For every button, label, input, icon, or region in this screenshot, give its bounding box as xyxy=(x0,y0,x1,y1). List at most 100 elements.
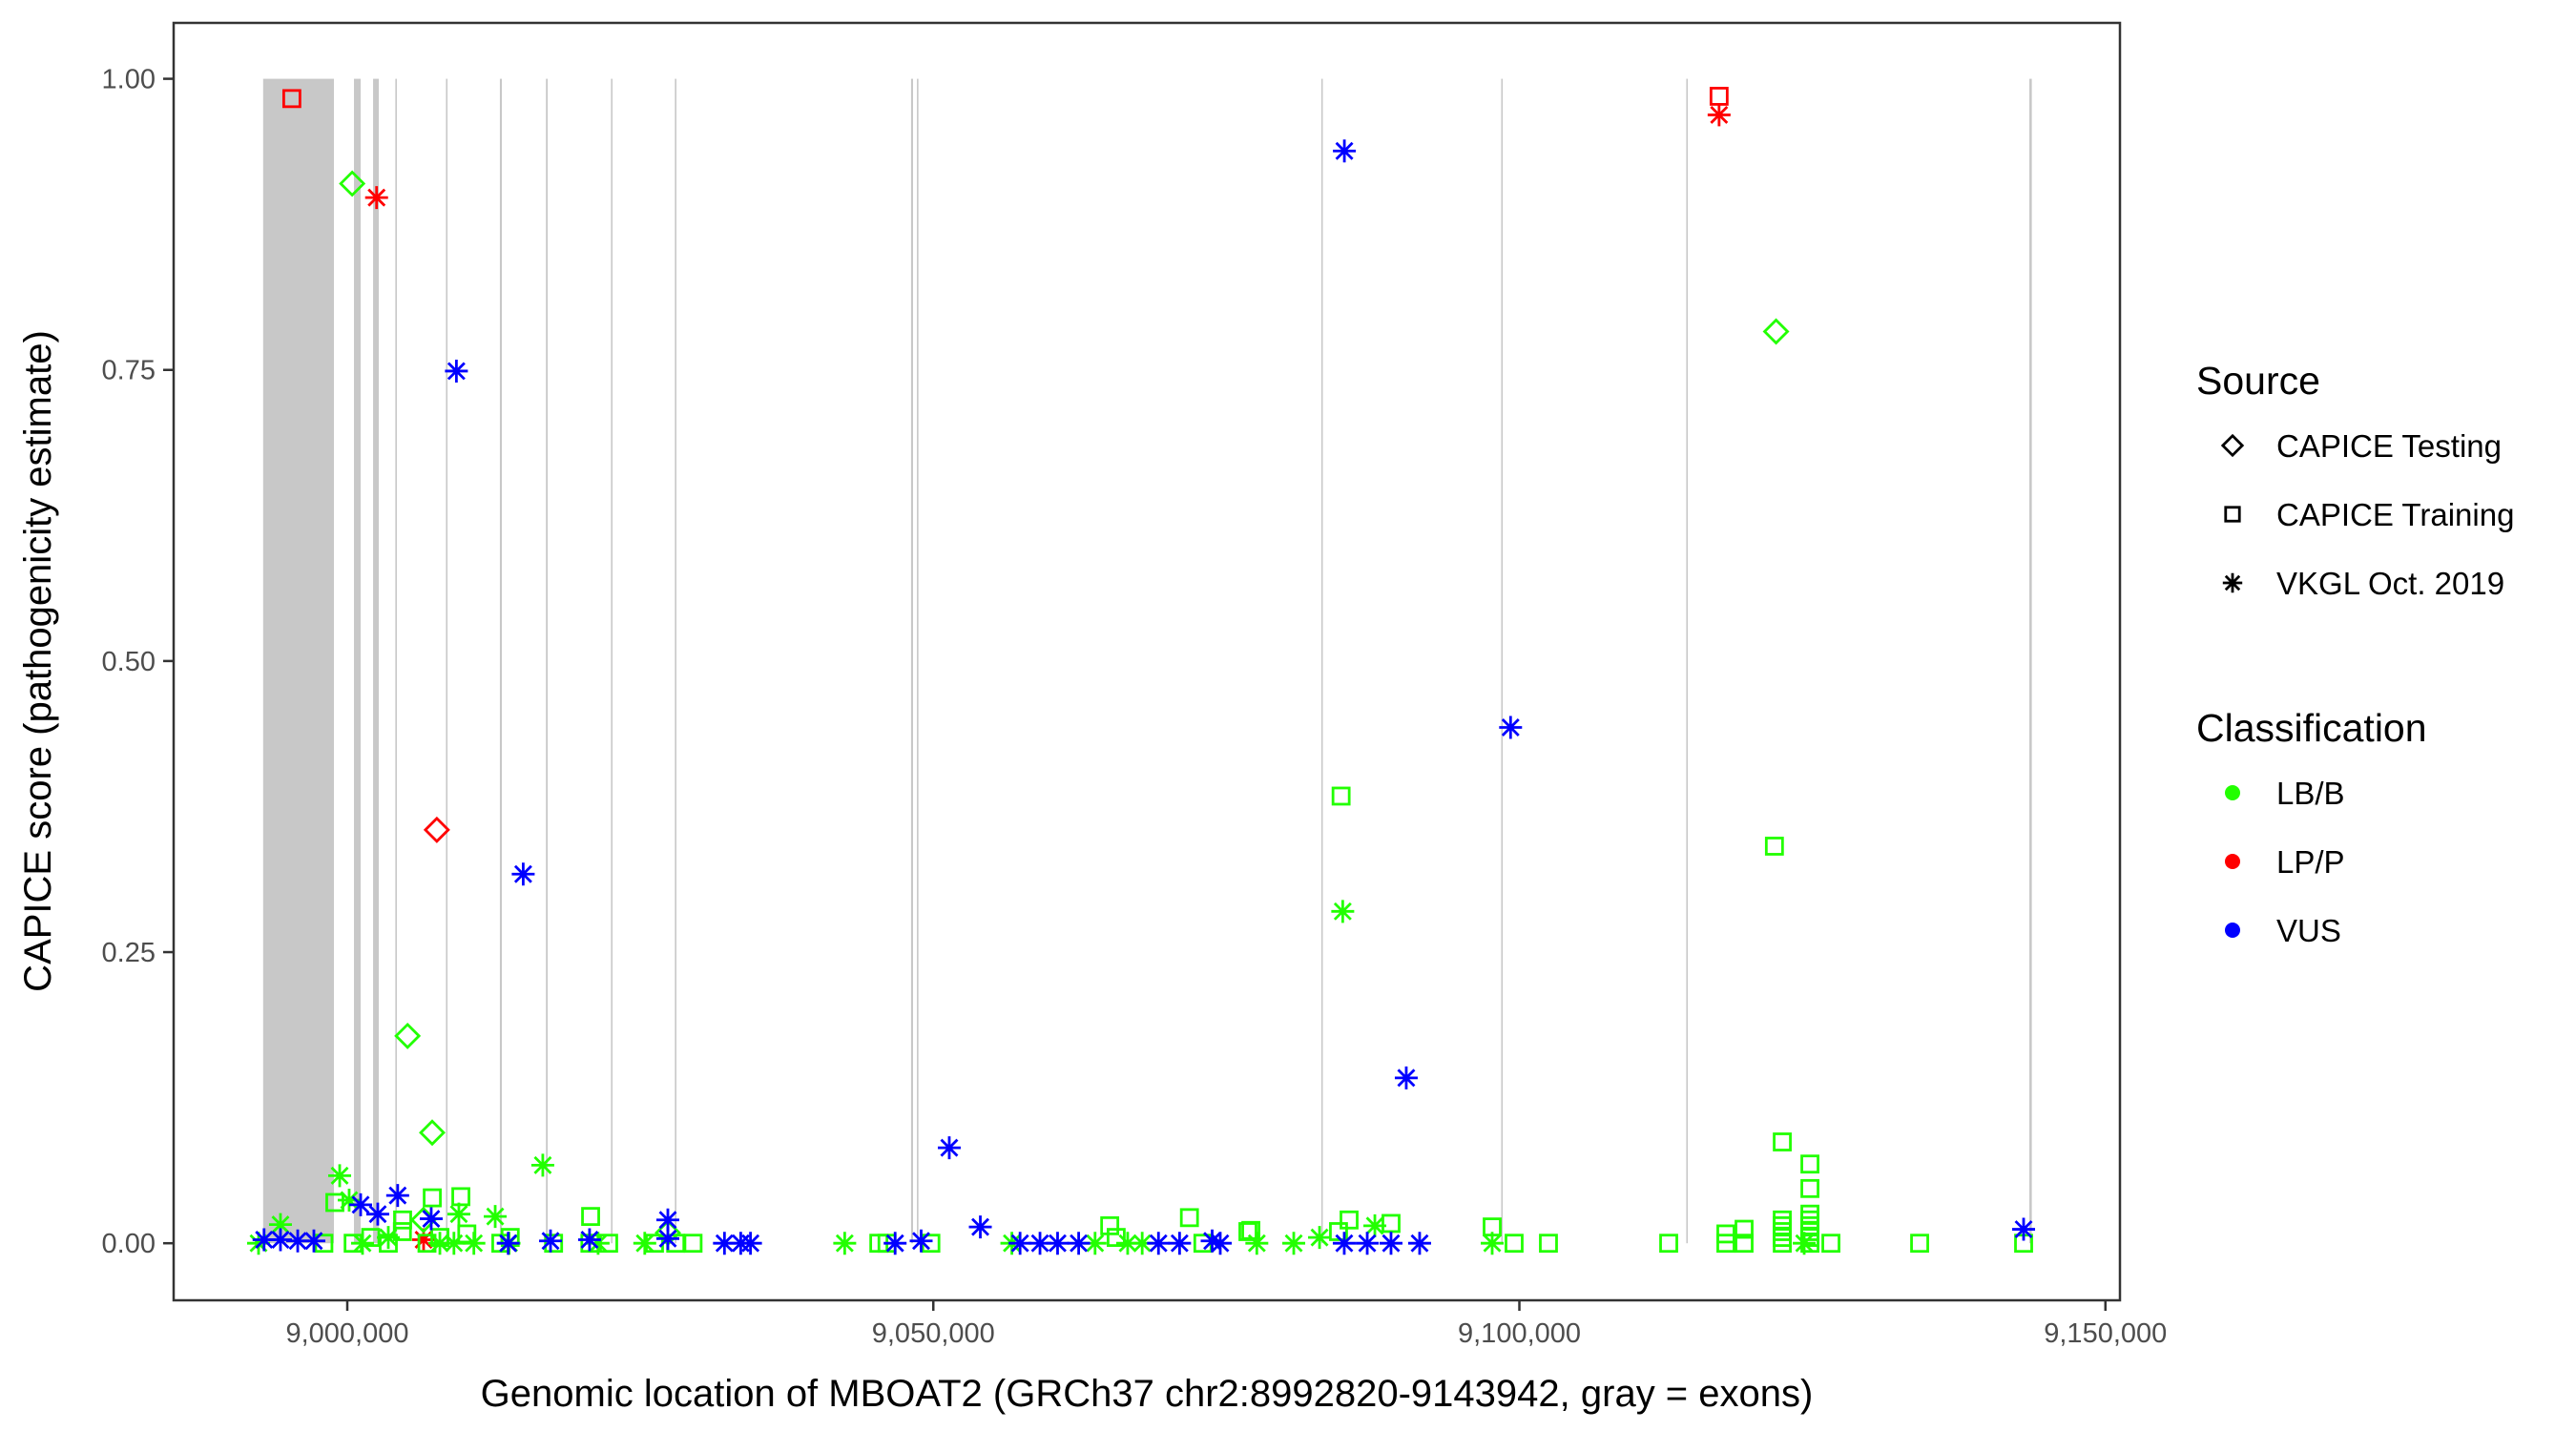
data-point xyxy=(393,1210,412,1230)
data-point xyxy=(411,1228,435,1252)
data-point xyxy=(656,1208,680,1232)
data-point xyxy=(530,1153,554,1177)
data-point xyxy=(1333,139,1357,163)
data-point xyxy=(1735,1219,1754,1239)
data-point xyxy=(544,1234,564,1254)
y-tick-label: 0.50 xyxy=(102,647,156,677)
legend-key-asterisk xyxy=(2222,572,2243,593)
data-point xyxy=(349,1192,373,1216)
data-point xyxy=(1394,1066,1418,1089)
data-point xyxy=(1800,1178,1819,1198)
data-point xyxy=(833,1232,857,1255)
data-point xyxy=(1659,1234,1678,1254)
legend-key-dot xyxy=(2225,923,2240,938)
data-point xyxy=(937,1136,961,1160)
data-point xyxy=(1773,1234,1792,1254)
x-axis: 9,000,000 9,050,000 9,100,000 9,150,000 xyxy=(285,1300,2167,1349)
data-point xyxy=(1331,900,1355,923)
data-point xyxy=(586,1232,610,1255)
data-point xyxy=(883,1232,907,1255)
data-point xyxy=(484,1205,508,1229)
data-point xyxy=(1407,1232,1431,1255)
data-point xyxy=(1008,1232,1032,1255)
data-point xyxy=(268,1213,292,1236)
exon-band xyxy=(1501,78,1504,1244)
data-point xyxy=(1707,103,1731,127)
data-point xyxy=(577,1228,601,1252)
x-axis-title: Genomic location of MBOAT2 (GRCh37 chr2:… xyxy=(481,1373,1814,1415)
data-point xyxy=(1363,1213,1387,1237)
exon-band xyxy=(1320,78,1323,1244)
data-point xyxy=(252,1228,276,1252)
x-tick-label: 9,050,000 xyxy=(872,1318,995,1349)
data-point xyxy=(1764,837,1784,856)
data-point xyxy=(445,359,468,383)
data-point xyxy=(1028,1232,1052,1255)
exon-band xyxy=(262,78,334,1244)
data-point xyxy=(1308,1226,1332,1250)
legend-label-classification: VUS xyxy=(2276,913,2341,948)
data-point xyxy=(1329,1222,1348,1241)
data-point xyxy=(656,1227,680,1251)
data-point xyxy=(1067,1232,1091,1255)
data-point xyxy=(633,1232,656,1255)
exon-band xyxy=(675,78,676,1244)
exon-bands xyxy=(262,78,2032,1244)
data-point xyxy=(364,186,388,210)
data-point xyxy=(447,1202,470,1226)
data-point xyxy=(1179,1208,1199,1228)
exon-band xyxy=(373,78,380,1244)
data-point xyxy=(539,1229,563,1253)
x-tick-label: 9,100,000 xyxy=(1458,1318,1581,1349)
legend-key-dot xyxy=(2225,785,2240,800)
data-point xyxy=(1481,1232,1505,1255)
data-point xyxy=(419,1207,443,1231)
data-point xyxy=(1107,1228,1126,1247)
data-point xyxy=(1821,1234,1840,1254)
legend-label-classification: LP/P xyxy=(2276,844,2345,880)
data-point xyxy=(1539,1234,1558,1254)
data-point xyxy=(1773,1132,1792,1151)
y-axis: 0.00 0.25 0.50 0.75 1.00 xyxy=(102,65,174,1259)
y-tick-label: 0.75 xyxy=(102,356,156,386)
exon-band xyxy=(446,78,448,1244)
data-point xyxy=(281,89,301,109)
data-point xyxy=(1083,1232,1107,1255)
legend-key-dot xyxy=(2225,854,2240,869)
data-point xyxy=(350,1232,374,1255)
data-point xyxy=(496,1232,520,1255)
data-point xyxy=(1505,1234,1524,1254)
data-point xyxy=(1046,1232,1070,1255)
y-tick-label: 1.00 xyxy=(102,65,156,95)
data-point xyxy=(1356,1232,1380,1255)
data-point xyxy=(511,862,535,886)
exon-band xyxy=(395,78,397,1244)
data-point xyxy=(1200,1229,1224,1253)
data-point xyxy=(1379,1232,1402,1255)
data-point xyxy=(968,1215,992,1239)
data-point xyxy=(738,1232,762,1255)
data-point xyxy=(442,1232,466,1255)
data-point xyxy=(1332,1232,1356,1255)
legend-label-classification: LB/B xyxy=(2276,776,2345,811)
y-axis-title: CAPICE score (pathogenicity estimate) xyxy=(17,330,59,992)
legend-label-source: CAPICE Testing xyxy=(2276,428,2502,464)
data-point xyxy=(423,1188,442,1208)
data-point xyxy=(419,1119,446,1147)
data-point xyxy=(451,1187,470,1207)
data-point xyxy=(909,1229,933,1253)
exon-band xyxy=(546,78,549,1244)
data-point xyxy=(1245,1232,1269,1255)
exon-band xyxy=(2029,78,2032,1244)
exon-band xyxy=(611,78,613,1244)
x-tick-label: 9,000,000 xyxy=(285,1318,408,1349)
data-point xyxy=(1168,1232,1192,1255)
data-point xyxy=(1499,716,1523,739)
data-point xyxy=(1381,1213,1401,1234)
data-point xyxy=(1115,1232,1139,1255)
exon-band xyxy=(499,78,503,1244)
data-point xyxy=(1282,1232,1306,1255)
data-point xyxy=(286,1229,310,1253)
